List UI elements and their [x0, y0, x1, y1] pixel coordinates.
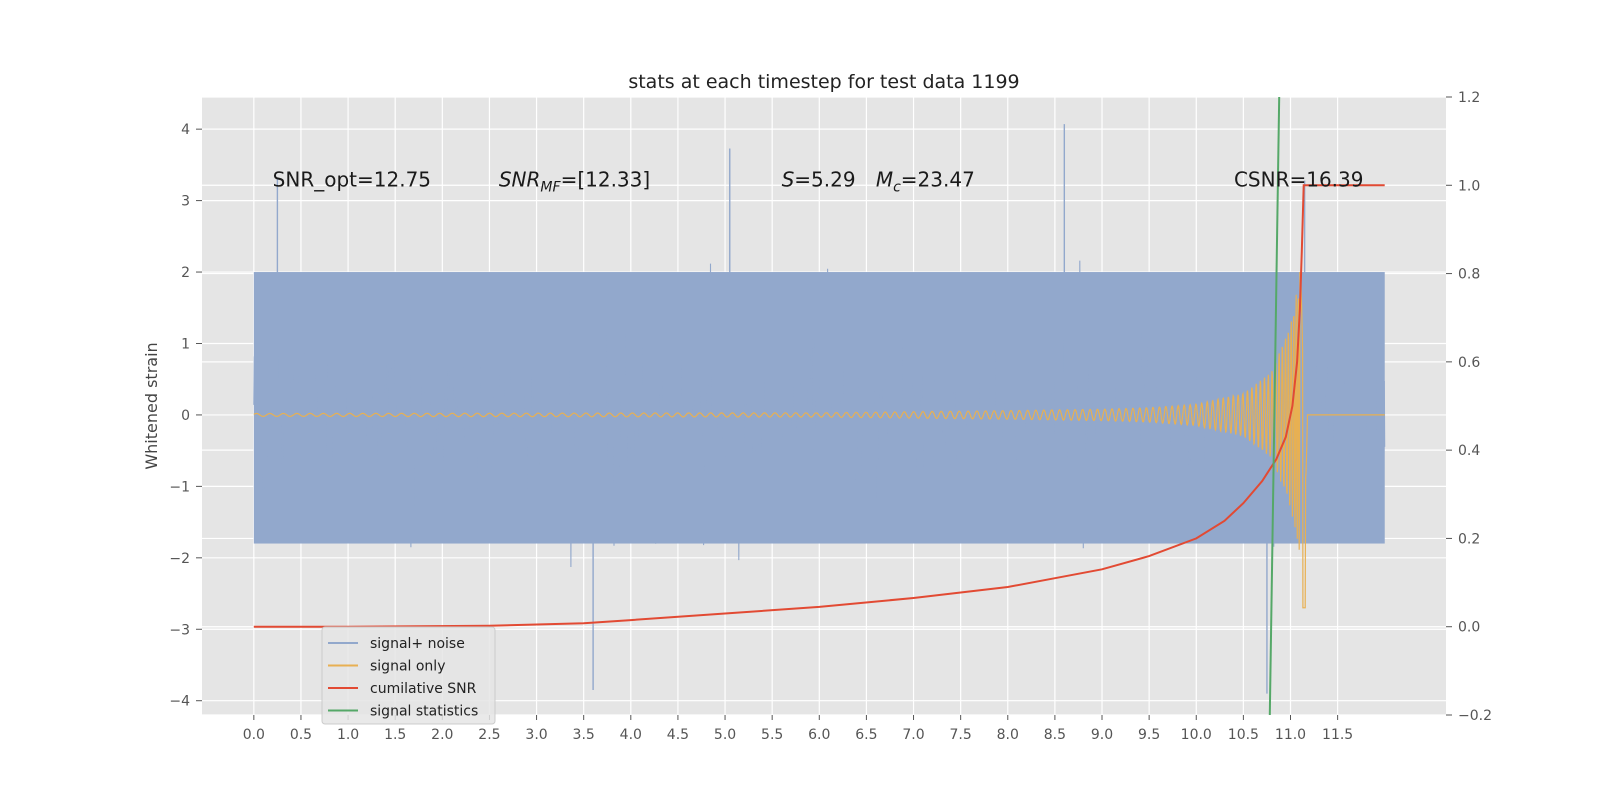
y-tick-label: −4 — [169, 694, 190, 710]
x-tick-label: 11.0 — [1275, 727, 1306, 743]
y-tick-label: 3 — [181, 194, 190, 210]
plot-area — [253, 97, 1386, 715]
legend-label: cumilative SNR — [370, 681, 477, 697]
y2-tick-label: 1.2 — [1458, 90, 1480, 106]
y-tick-label: −2 — [169, 551, 190, 567]
series-layer — [253, 97, 1386, 715]
series-signal-only — [253, 271, 1385, 609]
series-cumilative-snr — [253, 184, 1385, 628]
series-signal-statistics — [1268, 97, 1281, 715]
annotation: CSNR=16.39 — [1234, 167, 1364, 191]
y2-tick-label: −0.2 — [1458, 708, 1492, 724]
signal-trace — [253, 271, 1385, 609]
annotation: SNRMF=[12.33] — [499, 167, 650, 195]
x-tick-label: 3.5 — [573, 727, 595, 743]
chart-title: stats at each timestep for test data 119… — [628, 71, 1019, 93]
y-tick-label: −1 — [169, 479, 190, 495]
x-tick-label: 7.0 — [902, 727, 924, 743]
x-tick-label: 11.5 — [1322, 727, 1353, 743]
annotations: SNR_opt=12.75 SNRMF=[12.33] S=5.29 Mc=23.47… — [273, 167, 1364, 195]
y-axis-title: Whitened strain — [142, 342, 161, 469]
y-tick-label: 2 — [181, 265, 190, 281]
x-tick-label: 1.0 — [337, 727, 359, 743]
x-tick-label: 8.5 — [1044, 727, 1066, 743]
x-tick-label: 10.0 — [1181, 727, 1212, 743]
y2-tick-label: 0.2 — [1458, 531, 1480, 547]
legend-label: signal statistics — [370, 704, 478, 720]
x-tick-label: 2.5 — [478, 727, 500, 743]
x-tick-label: 7.5 — [950, 727, 972, 743]
x-tick-label: 10.5 — [1228, 727, 1259, 743]
x-tick-label: 4.5 — [667, 727, 689, 743]
x-tick-label: 3.0 — [525, 727, 547, 743]
annotation: Mc=23.47 — [876, 167, 975, 195]
y-tick-label: 4 — [181, 122, 190, 138]
y2-tick-label: 0.4 — [1458, 443, 1480, 459]
annotation: SNR_opt=12.75 — [273, 167, 431, 191]
y2-tick-label: 0.8 — [1458, 267, 1480, 283]
legend: signal+ noise signal only cumilative SNR si… — [321, 626, 496, 725]
axes: 0.0 0.5 1.0 1.5 2.0 2.5 3.0 3.5 4.0 4.5 5.0 5.5 6.0 6… — [169, 90, 1492, 743]
y2-tick-label: 0.0 — [1458, 620, 1480, 636]
y2-tick-label: 1.0 — [1458, 178, 1480, 194]
legend-box — [321, 626, 496, 725]
y2-tick-label: 0.6 — [1458, 355, 1480, 371]
legend-label: signal+ noise — [370, 636, 465, 652]
x-tick-label: 8.0 — [997, 727, 1019, 743]
x-tick-label: 2.0 — [431, 727, 453, 743]
y-tick-label: 0 — [181, 408, 190, 424]
x-tick-label: 5.0 — [714, 727, 736, 743]
noise-trace — [253, 260, 1386, 568]
x-tick-label: 1.5 — [384, 727, 406, 743]
x-tick-label: 6.0 — [808, 727, 830, 743]
y-tick-label: 1 — [181, 336, 190, 352]
annotation: S=5.29 — [782, 167, 856, 191]
x-tick-label: 9.0 — [1091, 727, 1113, 743]
y-tick-label: −3 — [169, 622, 190, 638]
x-tick-label: 4.0 — [620, 727, 642, 743]
x-tick-label: 9.5 — [1138, 727, 1160, 743]
legend-label: signal only — [370, 659, 445, 675]
x-tick-label: 0.5 — [290, 727, 312, 743]
x-tick-label: 5.5 — [761, 727, 783, 743]
x-tick-label: 6.5 — [855, 727, 877, 743]
x-tick-label: 0.0 — [243, 727, 265, 743]
